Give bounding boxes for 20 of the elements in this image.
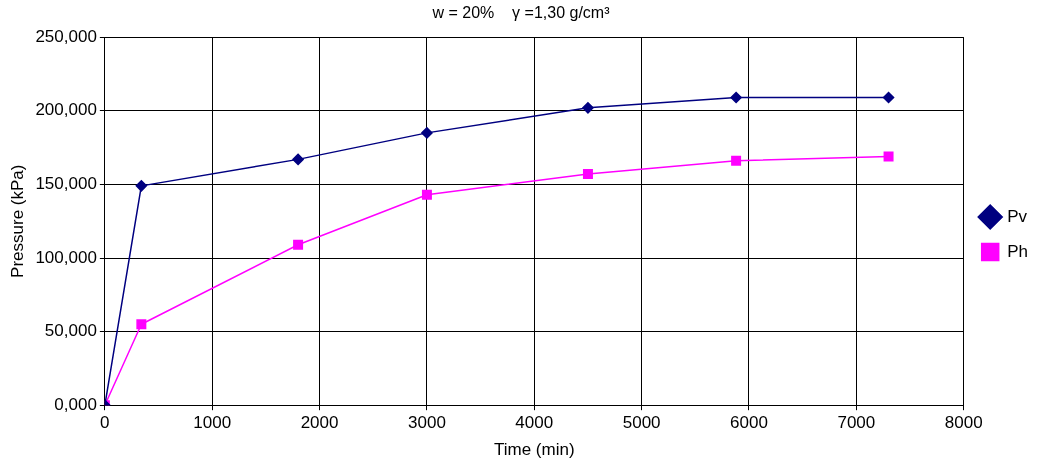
x-tick-label: 6000 — [730, 413, 768, 433]
x-tick-label: 4000 — [515, 413, 554, 433]
y-tick-label: 0,000 — [54, 394, 97, 414]
y-tick-label: 150,000 — [35, 174, 97, 194]
x-tick-label: 2000 — [300, 413, 339, 433]
x-tick-label: 1000 — [193, 413, 232, 433]
legend-label: Pv — [1007, 206, 1028, 226]
x-tick-label: 5000 — [622, 413, 661, 433]
x-axis-title: Time (min) — [493, 440, 575, 460]
chart-title: w = 20% γ =1,30 g/cm³ — [431, 4, 611, 22]
x-tick-label: 0 — [100, 413, 110, 433]
y-axis-title: Pressure (kPa) — [7, 164, 27, 278]
legend-label: Ph — [1007, 241, 1028, 261]
y-tick-label: 250,000 — [35, 26, 97, 46]
x-tick-label: 8000 — [944, 413, 983, 433]
x-tick-label: 7000 — [837, 413, 876, 433]
y-tick-label: 200,000 — [35, 100, 97, 120]
x-tick-label: 3000 — [408, 413, 446, 433]
y-tick-label: 50,000 — [44, 321, 97, 341]
y-tick-label: 100,000 — [35, 247, 97, 267]
